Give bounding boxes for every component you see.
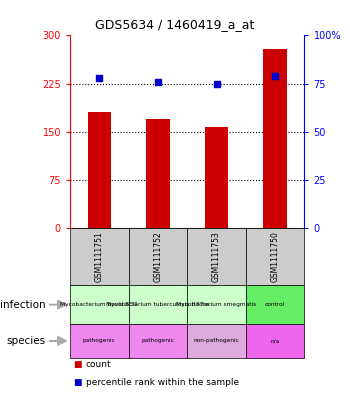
Text: non-pathogenic: non-pathogenic [194,338,239,343]
Text: control: control [265,302,285,307]
Text: count: count [86,360,111,369]
Text: infection: infection [0,299,46,310]
Text: species: species [6,336,46,346]
Text: GSM1111750: GSM1111750 [271,231,280,282]
Text: percentile rank within the sample: percentile rank within the sample [86,378,239,387]
Text: n/a: n/a [271,338,280,343]
Text: pathogenic: pathogenic [141,338,174,343]
Bar [146,119,170,228]
Text: GDS5634 / 1460419_a_at: GDS5634 / 1460419_a_at [95,18,255,31]
Point [272,73,278,79]
Text: GSM1111753: GSM1111753 [212,231,221,282]
Point [97,75,102,81]
Text: GSM1111751: GSM1111751 [95,231,104,282]
Text: Mycobacterium tuberculosis H37ra: Mycobacterium tuberculosis H37ra [106,302,210,307]
Text: GSM1111752: GSM1111752 [153,231,162,282]
Text: ■: ■ [74,378,82,387]
Text: Mycobacterium smegmatis: Mycobacterium smegmatis [176,302,257,307]
Text: pathogenic: pathogenic [83,338,116,343]
Bar [264,50,287,228]
Point [214,80,219,86]
Text: Mycobacterium bovis BCG: Mycobacterium bovis BCG [61,302,138,307]
Point [155,79,161,85]
Bar [205,127,228,228]
Text: ■: ■ [74,360,82,369]
Bar [88,112,111,228]
